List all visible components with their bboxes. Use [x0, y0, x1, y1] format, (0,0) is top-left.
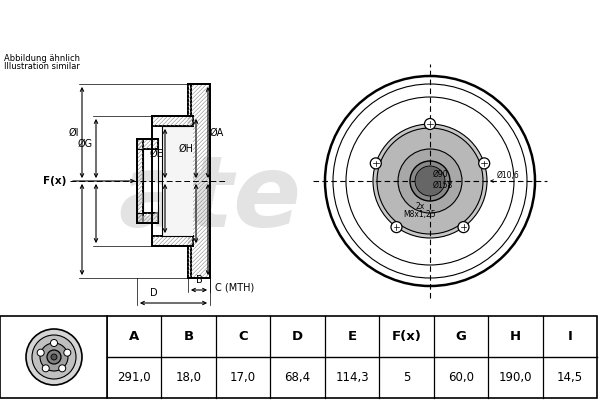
Circle shape [415, 166, 445, 196]
Text: Abbildung ähnlich: Abbildung ähnlich [4, 54, 80, 63]
Circle shape [40, 343, 68, 371]
Circle shape [59, 365, 66, 372]
Text: D: D [149, 288, 157, 298]
Text: Ø90: Ø90 [433, 170, 449, 179]
Bar [152, 236, 193, 246]
Circle shape [32, 335, 76, 379]
Text: F(x): F(x) [392, 330, 421, 343]
Circle shape [64, 349, 71, 356]
Bar [188, 84, 191, 116]
Text: ØI: ØI [68, 128, 79, 138]
Text: 60,0: 60,0 [448, 371, 474, 384]
Circle shape [458, 222, 469, 233]
Text: B: B [184, 330, 194, 343]
Text: ØG: ØG [78, 138, 93, 148]
Text: ØE: ØE [149, 148, 163, 158]
Bar [188, 246, 191, 278]
Text: Illustration similar: Illustration similar [4, 62, 80, 71]
Bar [0, 316, 107, 398]
Text: M8x1,25: M8x1,25 [404, 210, 436, 219]
Text: 18,0: 18,0 [176, 371, 202, 384]
Text: E: E [347, 330, 356, 343]
Circle shape [47, 350, 61, 364]
Text: 2x: 2x [415, 202, 425, 211]
Bar [152, 116, 193, 126]
Bar [188, 246, 191, 278]
Circle shape [373, 124, 487, 238]
Text: B: B [196, 275, 202, 285]
Bar [137, 213, 158, 223]
Bar [188, 84, 191, 116]
Circle shape [377, 128, 483, 234]
Text: ØA: ØA [210, 128, 224, 138]
Bar [107, 316, 597, 398]
Circle shape [50, 340, 58, 346]
Text: Ø10,6: Ø10,6 [497, 171, 519, 180]
Text: 190,0: 190,0 [499, 371, 532, 384]
Text: C (MTH): C (MTH) [215, 283, 254, 293]
Text: 24.0118-0119.1: 24.0118-0119.1 [122, 15, 318, 35]
Text: 68,4: 68,4 [284, 371, 311, 384]
Text: C: C [238, 330, 248, 343]
Text: F(x): F(x) [43, 176, 67, 186]
Bar [137, 139, 143, 223]
Text: Ø158: Ø158 [433, 181, 453, 190]
Text: 14,5: 14,5 [557, 371, 583, 384]
Circle shape [26, 329, 82, 385]
Circle shape [51, 354, 57, 360]
Text: G: G [455, 330, 466, 343]
Bar [137, 139, 158, 149]
Circle shape [391, 222, 402, 233]
Circle shape [37, 349, 44, 356]
Text: A: A [129, 330, 139, 343]
Text: D: D [292, 330, 303, 343]
Text: 17,0: 17,0 [230, 371, 256, 384]
Circle shape [410, 161, 450, 201]
Bar [162, 126, 193, 236]
Circle shape [42, 365, 49, 372]
Circle shape [370, 158, 381, 169]
Text: 5: 5 [403, 371, 410, 384]
Text: 418119: 418119 [364, 15, 457, 35]
Bar [188, 84, 210, 278]
Circle shape [398, 149, 462, 213]
Text: 114,3: 114,3 [335, 371, 369, 384]
Text: 291,0: 291,0 [118, 371, 151, 384]
Circle shape [479, 158, 490, 169]
Text: ate: ate [118, 150, 302, 248]
Circle shape [425, 118, 436, 130]
Text: H: H [510, 330, 521, 343]
Text: I: I [568, 330, 572, 343]
Text: ØH: ØH [179, 144, 194, 154]
